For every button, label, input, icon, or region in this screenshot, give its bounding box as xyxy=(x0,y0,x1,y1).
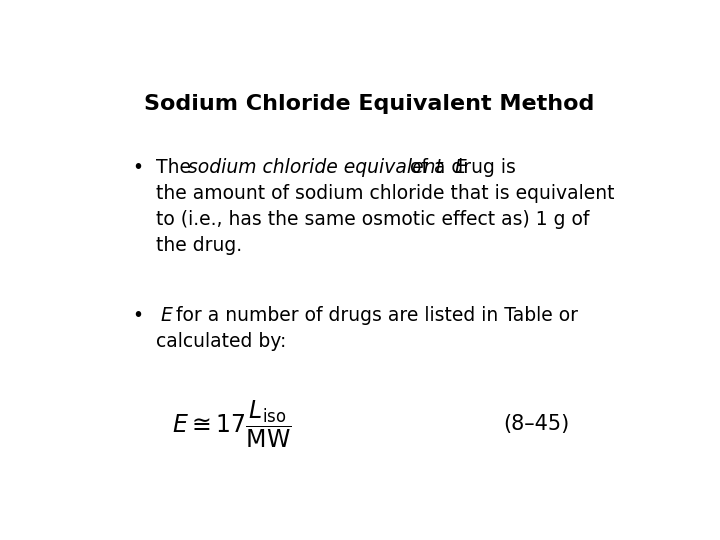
Text: the drug.: the drug. xyxy=(156,235,242,255)
Text: calculated by:: calculated by: xyxy=(156,332,287,351)
Text: $E \cong 17\dfrac{L_{\mathrm{iso}}}{\mathrm{MW}}$: $E \cong 17\dfrac{L_{\mathrm{iso}}}{\mat… xyxy=(172,399,292,450)
Text: sodium chloride equivalent  E: sodium chloride equivalent E xyxy=(188,158,467,177)
Text: •: • xyxy=(132,158,143,177)
Text: •: • xyxy=(132,306,143,325)
Text: to (i.e., has the same osmotic effect as) 1 g of: to (i.e., has the same osmotic effect as… xyxy=(156,210,589,229)
Text: (8–45): (8–45) xyxy=(503,415,570,435)
Text: of a drug is: of a drug is xyxy=(404,158,516,177)
Text: Sodium Chloride Equivalent Method: Sodium Chloride Equivalent Method xyxy=(144,94,594,114)
Text: The: The xyxy=(156,158,197,177)
Text: for a number of drugs are listed in Table or: for a number of drugs are listed in Tabl… xyxy=(170,306,577,325)
Text: E: E xyxy=(161,306,172,325)
Text: the amount of sodium chloride that is equivalent: the amount of sodium chloride that is eq… xyxy=(156,184,614,203)
